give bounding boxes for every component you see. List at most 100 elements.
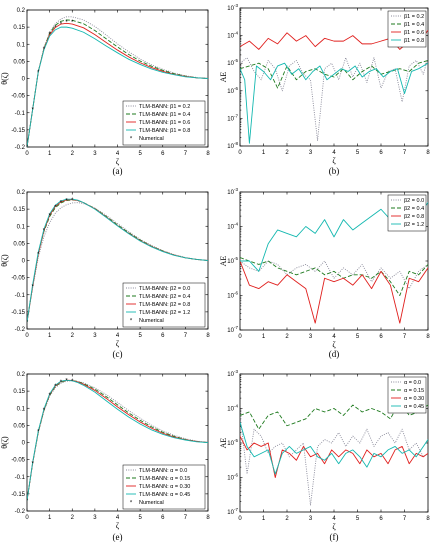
- numerical-marker: *: [54, 25, 57, 31]
- x-tick-label: 2: [71, 333, 75, 339]
- x-tick-label: 3: [93, 151, 97, 157]
- y-tick-label: 0.1: [17, 224, 26, 230]
- y-axis-label: θ(ζ): [0, 254, 9, 267]
- series-group: [240, 202, 428, 324]
- legend-label: TLM-BANN: α = 0.0: [139, 468, 187, 474]
- y-tick-label: 10-4: [227, 31, 238, 40]
- legend-label: Numerical: [139, 318, 164, 324]
- y-tick-label: -0.1: [15, 475, 26, 481]
- legend-label: β2 = 0.4: [404, 206, 424, 212]
- x-tick-label: 4: [332, 516, 336, 522]
- legend-label: β2 = 1.2: [404, 222, 424, 228]
- numerical-marker: *: [71, 20, 74, 26]
- numerical-marker: *: [37, 430, 40, 436]
- x-tick-label: 3: [93, 515, 97, 521]
- x-axis-label: ζ: [116, 339, 120, 348]
- x-tick-label: 7: [403, 516, 407, 522]
- legend-label: β1 = 0.2: [404, 14, 424, 20]
- x-tick-label: 2: [285, 150, 289, 156]
- x-tick-label: 4: [116, 151, 120, 157]
- numerical-marker: *: [48, 393, 51, 399]
- series-group: ******* * *: [27, 379, 208, 505]
- x-tick-label: 8: [426, 516, 430, 522]
- y-tick-label: -0.05: [11, 458, 25, 464]
- y-tick-label: 10-3: [227, 187, 238, 196]
- x-tick-label: 0: [238, 150, 242, 156]
- series-1-line: [240, 401, 428, 430]
- x-tick-label: 7: [184, 151, 188, 157]
- x-tick-label: 1: [48, 515, 52, 521]
- series-1-line: [27, 380, 208, 501]
- numerical-marker: *: [54, 205, 57, 211]
- legend-label: β2 = 0.0: [404, 198, 424, 204]
- legend-label: α = 0.15: [404, 388, 424, 394]
- y-tick-label: -0.2: [15, 509, 26, 515]
- numerical-marker: *: [48, 32, 51, 38]
- chart-panel-e: 0 1 2 3 4 5 6 7 8 -0.2 -0.15 -0.1 -0.05 0 0.05 0.1 0.15 0…: [0, 372, 210, 542]
- y-tick-label: 0: [22, 259, 26, 265]
- legend-label: β2 = 0.8: [404, 214, 424, 220]
- x-tick-label: 8: [206, 333, 210, 339]
- x-tick-label: 1: [262, 334, 266, 340]
- y-tick-label: 0.15: [13, 207, 25, 213]
- numerical-marker: *: [65, 20, 68, 26]
- legend: TLM-BANN: α = 0.0 TLM-BANN: α = 0.15 TLM-B…: [122, 464, 206, 510]
- series-group: [240, 401, 428, 506]
- x-axis-label: ζ: [116, 157, 120, 166]
- numerical-marker: *: [31, 461, 34, 467]
- x-tick-label: 6: [161, 333, 165, 339]
- chart-panel-a: 0 1 2 3 4 5 6 7 8 -0.2 -0.15 -0.1 -0.05 0 0.05 0.1 0.15 0…: [0, 8, 210, 176]
- panel-caption: (d): [329, 349, 340, 359]
- legend-box: [122, 464, 206, 510]
- x-tick-label: 3: [93, 333, 97, 339]
- x-tick-label: 4: [332, 150, 336, 156]
- x-tick-label: 5: [356, 150, 360, 156]
- y-tick-label: 10-8: [227, 141, 238, 150]
- x-tick-label: 3: [309, 150, 313, 156]
- x-axis-label: ζ: [332, 156, 336, 165]
- y-axis-label: AE: [219, 72, 228, 83]
- x-tick-label: 2: [285, 516, 289, 522]
- y-tick-label: -0.2: [15, 145, 26, 151]
- series-3-line: [240, 62, 428, 144]
- y-tick-label: 0.2: [17, 8, 26, 14]
- y-tick-label: -0.15: [11, 128, 25, 134]
- x-tick-label: 5: [138, 333, 142, 339]
- panel-caption: (f): [330, 532, 339, 542]
- x-tick-label: 6: [161, 151, 165, 157]
- x-tick-label: 0: [25, 333, 29, 339]
- legend-label: TLM-BANN: α = 0.30: [139, 484, 190, 490]
- legend-label: TLM-BANN: β1 = 0.4: [139, 112, 190, 118]
- series-2-line: [240, 260, 428, 324]
- panel-caption: (c): [113, 349, 123, 359]
- series-0-line: [27, 202, 208, 323]
- legend-label: β1 = 0.6: [404, 30, 424, 36]
- y-tick-label: -0.1: [15, 111, 26, 117]
- x-tick-label: 2: [285, 334, 289, 340]
- x-axis-label: ζ: [332, 522, 336, 531]
- x-tick-label: 7: [403, 150, 407, 156]
- legend-label: β1 = 0.8: [404, 38, 424, 44]
- x-tick-label: 1: [48, 333, 52, 339]
- series-0-line: [27, 16, 208, 147]
- legend-label: α = 0.30: [404, 396, 424, 402]
- y-tick-label: 10-4: [227, 222, 238, 231]
- x-tick-label: 3: [309, 334, 313, 340]
- y-tick-label: 10-6: [227, 86, 238, 95]
- numerical-marker: *: [43, 47, 46, 53]
- x-axis-label: ζ: [116, 521, 120, 530]
- numerical-marker: *: [60, 200, 63, 206]
- series-3-line: [240, 422, 428, 475]
- x-tick-label: 0: [238, 334, 242, 340]
- y-tick-label: 0.1: [17, 406, 26, 412]
- numerical-marker: *: [31, 284, 34, 290]
- legend: β1 = 0.2 β1 = 0.4 β1 = 0.6 β1 = 0.8: [387, 10, 427, 48]
- x-tick-label: 8: [426, 150, 430, 156]
- chart-panel-c: 0 1 2 3 4 5 6 7 8 -0.2 -0.15 -0.1 -0.05 0 0.05 0.1 0.15 0…: [0, 190, 210, 359]
- numerical-marker: *: [31, 108, 34, 114]
- legend: β2 = 0.0 β2 = 0.4 β2 = 0.8 β2 = 1.2: [387, 194, 427, 232]
- panel-caption: (a): [113, 166, 123, 176]
- y-tick-label: 0.2: [17, 372, 26, 378]
- x-tick-label: 8: [426, 334, 430, 340]
- x-tick-label: 6: [379, 150, 383, 156]
